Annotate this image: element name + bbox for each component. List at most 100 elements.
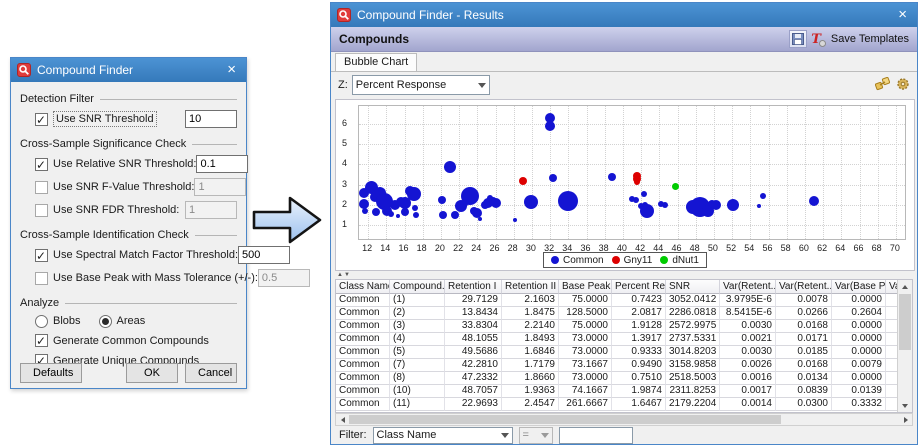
vertical-scrollbar[interactable] <box>897 280 912 412</box>
filter-field-dropdown[interactable]: Class Name <box>372 426 513 444</box>
use-spectral-match-checkbox[interactable] <box>35 248 48 263</box>
column-header[interactable]: Percent Re... <box>612 280 666 294</box>
bubble-common[interactable] <box>809 195 819 206</box>
horizontal-scrollbar[interactable] <box>335 413 913 426</box>
bubble-common[interactable] <box>382 205 393 216</box>
bubble-common[interactable] <box>661 201 668 208</box>
column-header[interactable]: Compound... <box>390 280 445 294</box>
bubble-common[interactable] <box>399 196 412 209</box>
bubble-common[interactable] <box>545 121 556 132</box>
table-row[interactable]: Common (5) 49.5686 1.6846 73.0000 0.9333 3014.… <box>336 346 899 359</box>
splitter-handle[interactable]: ▲▼ <box>337 272 351 278</box>
save-templates-label[interactable]: Save Templates <box>830 33 909 45</box>
dialog-titlebar[interactable]: Compound Finder × <box>11 58 246 82</box>
column-header[interactable]: Var(Base P... <box>832 280 886 294</box>
horizontal-scroll-thumb[interactable] <box>349 415 781 424</box>
bubble-common[interactable] <box>629 195 635 202</box>
plot-area[interactable] <box>358 105 906 240</box>
bubble-dnut1[interactable] <box>672 183 680 191</box>
bubble-common[interactable] <box>757 203 762 208</box>
bubble-common[interactable] <box>390 199 401 210</box>
bubble-common[interactable] <box>372 207 381 216</box>
link-icon[interactable] <box>874 76 891 94</box>
bubble-common[interactable] <box>451 210 460 219</box>
bubble-common[interactable] <box>438 210 447 219</box>
column-header[interactable]: Var(Retent... <box>720 280 776 294</box>
column-header[interactable]: Base Peak <box>559 280 612 294</box>
gear-icon[interactable] <box>896 77 910 94</box>
bubble-common[interactable] <box>512 217 517 222</box>
close-icon[interactable]: × <box>227 61 236 78</box>
spectral-match-input[interactable] <box>238 246 291 264</box>
use-snr-fdr-checkbox[interactable] <box>35 203 48 217</box>
table-row[interactable]: Common (4) 48.1055 1.8493 73.0000 1.3917 2737.… <box>336 333 899 346</box>
bubble-common[interactable] <box>359 198 370 209</box>
table-row[interactable]: Common (10) 48.7057 1.9363 74.1667 1.9874 2311… <box>336 385 899 398</box>
bubble-common[interactable] <box>401 207 410 216</box>
bubble-common[interactable] <box>639 203 654 218</box>
areas-radio[interactable] <box>98 314 112 328</box>
ok-button[interactable]: OK <box>126 363 178 383</box>
table-row[interactable]: Common (8) 47.2332 1.8660 73.0000 0.7510 2518.… <box>336 372 899 385</box>
close-icon[interactable]: × <box>898 6 907 23</box>
use-relative-snr-checkbox[interactable] <box>35 157 48 172</box>
table-row[interactable]: Common (1) 29.7129 2.1603 75.0000 0.7423 3052.… <box>336 294 899 307</box>
bubble-common[interactable] <box>461 186 480 205</box>
bubble-common[interactable] <box>483 197 494 208</box>
bubble-common[interactable] <box>491 197 502 208</box>
bubble-common[interactable] <box>760 192 767 199</box>
save-template-icon[interactable]: T <box>811 32 826 47</box>
bubble-common[interactable] <box>396 213 401 218</box>
column-header[interactable]: Retention I <box>445 280 502 294</box>
save-icon[interactable] <box>789 30 808 48</box>
use-snr-fvalue-checkbox[interactable] <box>35 180 48 194</box>
column-header[interactable]: Retention II <box>502 280 559 294</box>
table-row[interactable]: Common (7) 42.2810 1.7179 73.1667 0.9490 3158.… <box>336 359 899 372</box>
bubble-common[interactable] <box>362 207 369 214</box>
bubble-common[interactable] <box>607 172 616 181</box>
bubble-common[interactable] <box>710 199 721 210</box>
column-header[interactable]: Var(Retent... <box>776 280 832 294</box>
table-row[interactable]: Common (3) 33.8304 2.2140 75.0000 1.9128 2572.… <box>336 320 899 333</box>
defaults-button[interactable]: Defaults <box>20 363 82 383</box>
relative-snr-input[interactable] <box>196 155 249 173</box>
bubble-common[interactable] <box>701 204 714 217</box>
table-row[interactable]: Common (11) 22.9693 2.4547 261.6667 1.6467 217… <box>336 398 899 411</box>
bubble-common[interactable] <box>632 196 639 203</box>
snr-threshold-input[interactable] <box>185 110 237 128</box>
column-header[interactable]: SNR <box>666 280 720 294</box>
bubble-gny11[interactable] <box>632 174 641 183</box>
blobs-radio[interactable] <box>35 314 48 328</box>
table-row[interactable]: Common (2) 13.8434 1.8475 128.5000 2.0817 2286… <box>336 307 899 320</box>
generate-common-checkbox[interactable] <box>35 334 48 348</box>
bubble-common[interactable] <box>472 207 483 218</box>
cancel-button[interactable]: Cancel <box>185 363 237 383</box>
bubble-common[interactable] <box>413 211 420 218</box>
bubble-common[interactable] <box>558 190 579 211</box>
bubble-common[interactable] <box>545 113 556 124</box>
results-titlebar[interactable]: Compound Finder - Results × <box>331 3 917 27</box>
bubble-common[interactable] <box>523 194 538 209</box>
use-snr-threshold-checkbox[interactable] <box>35 112 48 127</box>
bubble-common[interactable] <box>406 186 421 201</box>
scroll-up-icon[interactable] <box>898 280 912 293</box>
filter-value-input[interactable] <box>558 426 633 444</box>
bubble-gny11[interactable] <box>518 176 527 185</box>
scroll-down-icon[interactable] <box>898 399 912 412</box>
bubble-common[interactable] <box>387 210 394 217</box>
bubble-common[interactable] <box>437 195 446 204</box>
bubble-common[interactable] <box>359 187 370 198</box>
bubble-gny11[interactable] <box>633 178 640 185</box>
z-axis-dropdown[interactable]: Percent Response <box>351 75 490 95</box>
column-header[interactable]: Class Name <box>336 280 390 294</box>
bubble-common[interactable] <box>478 216 483 221</box>
bubble-common[interactable] <box>444 161 456 174</box>
scroll-left-icon[interactable] <box>336 414 349 425</box>
scroll-right-icon[interactable] <box>899 414 912 425</box>
bubble-common[interactable] <box>548 173 557 182</box>
use-base-peak-checkbox[interactable] <box>35 271 48 285</box>
bubble-common[interactable] <box>411 204 418 211</box>
bubble-common[interactable] <box>727 198 739 211</box>
tab-bubble-chart[interactable]: Bubble Chart <box>335 53 418 71</box>
bubble-common[interactable] <box>658 200 665 207</box>
